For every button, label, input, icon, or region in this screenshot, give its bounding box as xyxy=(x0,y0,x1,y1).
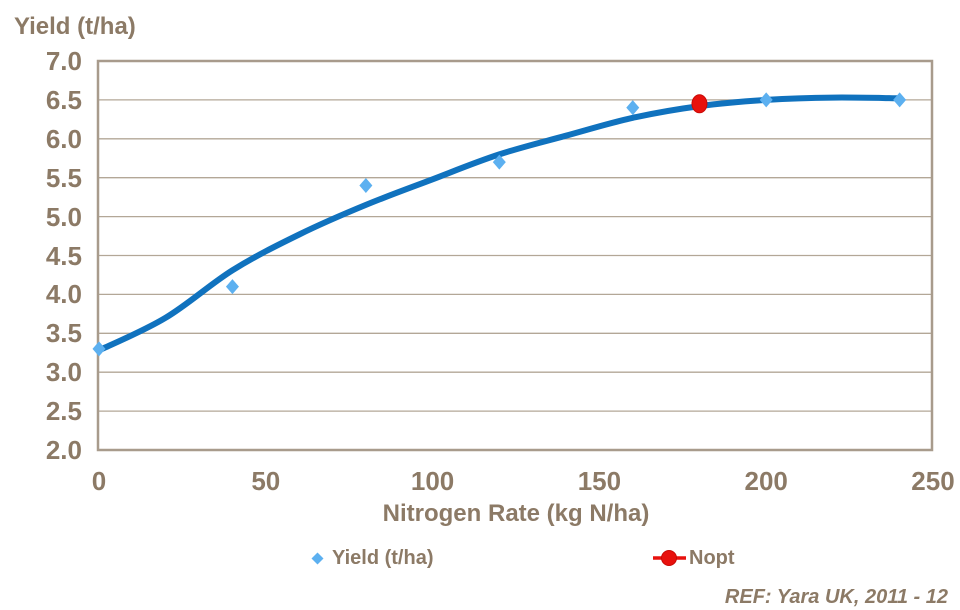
x-axis-title: Nitrogen Rate (kg N/ha) xyxy=(382,500,650,527)
x-axis-tick-label: 200 xyxy=(744,466,788,496)
y-axis-tick-label: 5.5 xyxy=(45,162,82,193)
x-axis-tick-label: 150 xyxy=(577,466,622,496)
yield-data-point xyxy=(626,100,640,116)
yield-data-point xyxy=(359,177,373,193)
y-axis-tick-label: 6.5 xyxy=(45,84,82,115)
chart-title: Yield (t/ha) xyxy=(14,13,136,40)
y-axis-tick-label: 4.0 xyxy=(45,279,82,310)
legend-item-nopt: Nopt xyxy=(653,545,735,571)
yield-data-point xyxy=(225,279,239,295)
y-axis-tick-label: 3.0 xyxy=(45,357,82,388)
y-axis-tick-label: 4.5 xyxy=(45,240,82,271)
y-axis-tick-label: 2.5 xyxy=(45,396,82,427)
reference-note: REF: Yara UK, 2011 - 12 xyxy=(724,586,948,608)
legend-item-yield: Yield (t/ha) xyxy=(311,545,433,571)
legend-label-nopt: Nopt xyxy=(689,546,735,569)
y-axis-tick-label: 6.0 xyxy=(45,123,82,154)
yield-data-point xyxy=(92,341,106,357)
yield-data-point xyxy=(893,92,907,108)
nopt-point xyxy=(691,94,708,114)
x-axis-tick-label: 0 xyxy=(91,466,107,496)
x-axis-tick-label: 250 xyxy=(911,466,955,496)
yield-data-point xyxy=(492,154,506,170)
legend-label-yield: Yield (t/ha) xyxy=(332,546,434,569)
plot-border xyxy=(96,59,934,452)
fitted-curve-line xyxy=(96,94,903,354)
y-axis-tick-label: 5.0 xyxy=(45,201,82,232)
yield-data-point xyxy=(759,92,773,108)
x-axis-tick-label: 100 xyxy=(410,466,455,496)
diamond-marker-icon xyxy=(311,552,324,564)
y-axis-tick-label: 3.5 xyxy=(45,318,82,349)
y-axis-tick-label: 7.0 xyxy=(45,46,82,76)
line-circle-marker-icon xyxy=(653,550,686,566)
y-axis-tick-label: 2.0 xyxy=(45,435,82,465)
x-axis-tick-label: 50 xyxy=(251,466,281,496)
